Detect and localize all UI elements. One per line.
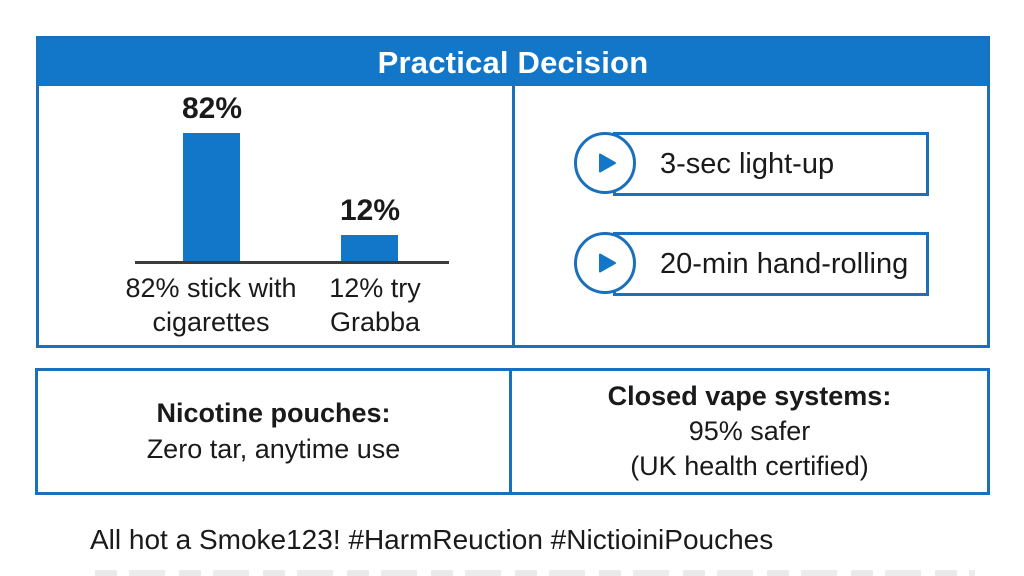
bar-cigarettes <box>183 133 240 261</box>
category-label-line: 12% try <box>329 273 421 303</box>
card-body-line: (UK health certified) <box>630 451 869 482</box>
play-triangle-icon <box>599 253 616 273</box>
card-body: Zero tar, anytime use <box>146 433 401 464</box>
category-label-line: cigarettes <box>152 306 270 337</box>
category-label-line: 82% stick with <box>125 273 297 303</box>
bar-grabba <box>341 235 398 261</box>
play-icon[interactable] <box>574 132 636 194</box>
option-label: 3-sec light-up <box>660 147 835 180</box>
top-panel: Practical Decision 82% 12% 82% stick wit… <box>36 36 990 348</box>
page-title: Practical Decision <box>377 44 649 80</box>
card-body-line: 95% safer <box>688 415 811 446</box>
card-title: Nicotine pouches: <box>156 398 391 429</box>
play-icon[interactable] <box>574 232 636 294</box>
option-hand-rolling-button[interactable]: 20-min hand-rolling <box>574 232 930 296</box>
options-panel: 3-sec light-up 20-min hand-rolling <box>515 86 987 345</box>
option-label: 20-min hand-rolling <box>660 247 909 280</box>
bottom-panel: Nicotine pouches: Zero tar, anytime use … <box>35 368 990 495</box>
option-label-box: 20-min hand-rolling <box>613 232 929 296</box>
option-label-box: 3-sec light-up <box>613 132 929 196</box>
bar-chart: 82% 12% 82% stick with cigarettes 12% tr… <box>39 86 515 345</box>
nicotine-pouches-card: Nicotine pouches: Zero tar, anytime use <box>38 371 512 492</box>
play-triangle-icon <box>599 153 616 173</box>
header-band: Practical Decision <box>39 39 987 86</box>
bar-value-label: 82% <box>181 92 243 125</box>
clipped-text-row <box>95 570 975 576</box>
bar-value-label: 12% <box>339 194 401 227</box>
top-panel-content: 82% 12% 82% stick with cigarettes 12% tr… <box>39 86 987 345</box>
option-light-up-button[interactable]: 3-sec light-up <box>574 132 930 196</box>
category-label-grabba: 12% try Grabba <box>305 272 445 340</box>
caption-text: All hot a Smoke123! #HarmReuction #Nicti… <box>90 524 774 555</box>
closed-vape-card: Closed vape systems: 95% safer (UK healt… <box>512 371 987 492</box>
card-title: Closed vape systems: <box>607 380 892 411</box>
category-label-line: Grabba <box>329 306 421 337</box>
category-label-cigarettes: 82% stick with cigarettes <box>91 272 331 340</box>
x-axis-line <box>135 261 449 264</box>
